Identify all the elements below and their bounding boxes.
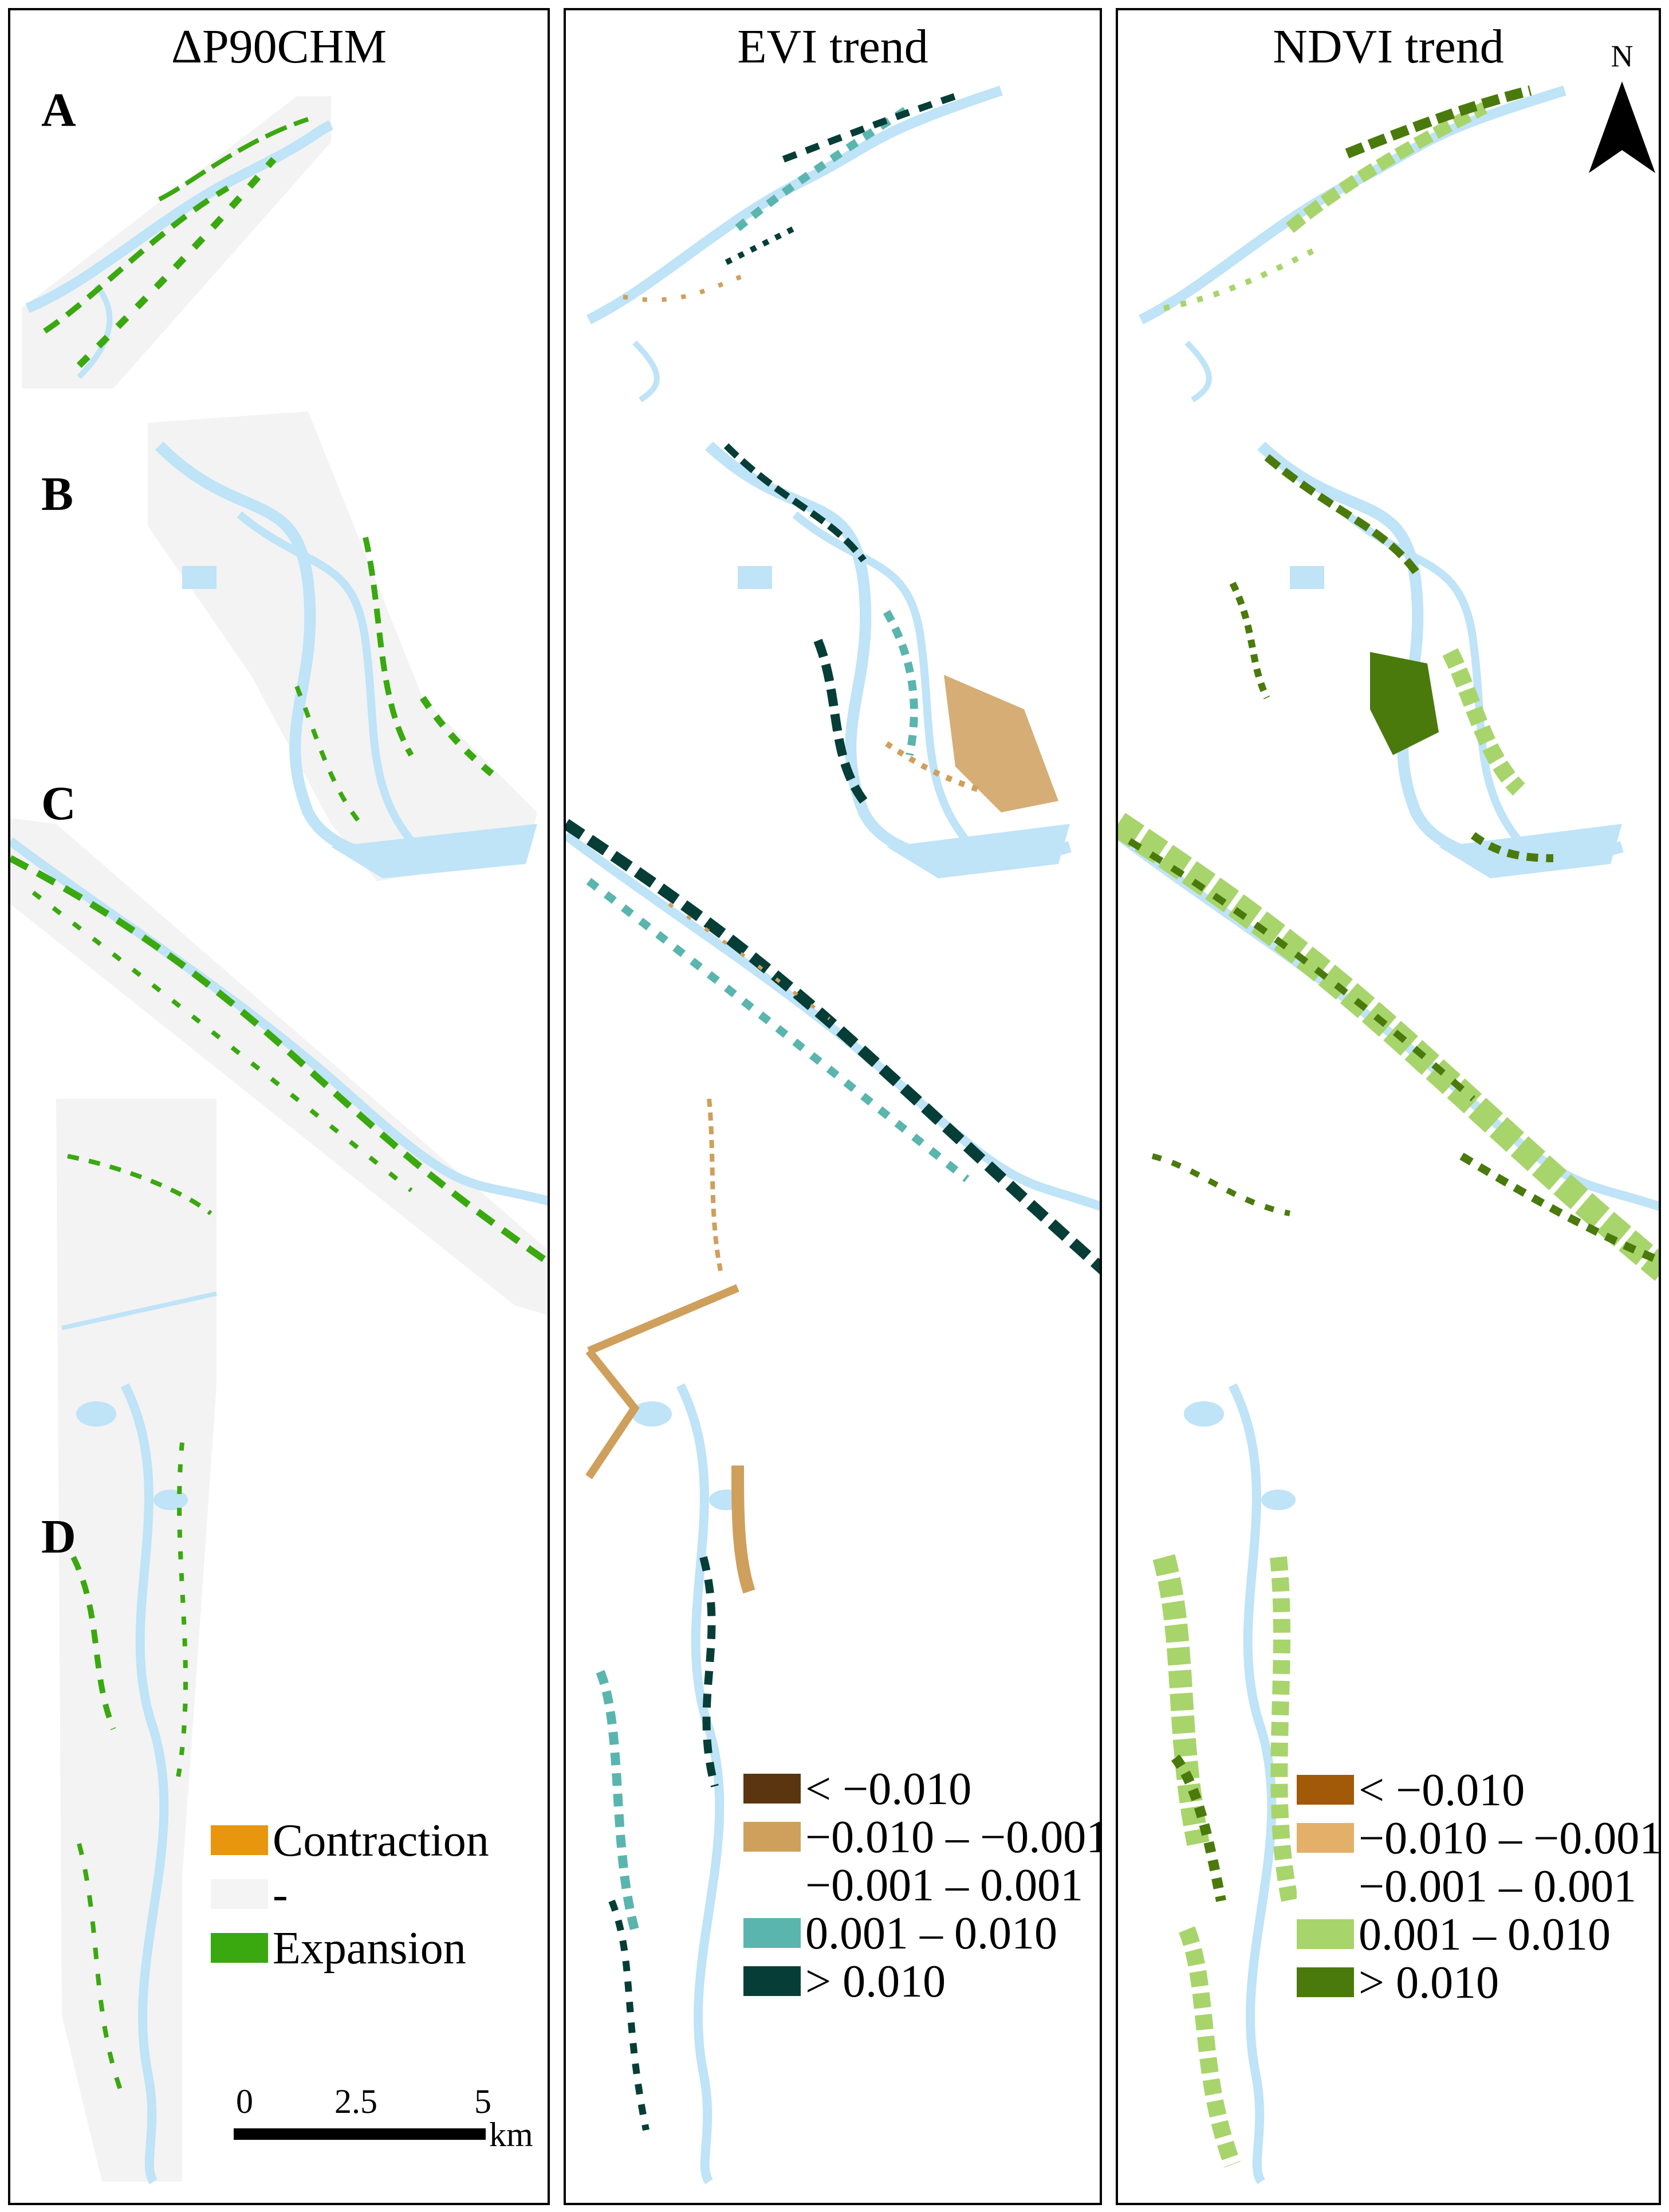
panel-evi: EVI trend [564,8,1102,2205]
region-a-map [586,85,1003,403]
legend-swatch [743,1870,801,1900]
panel-chm: ΔP90CHM [8,8,550,2205]
region-b-map [148,411,537,881]
row-label-c: C [41,777,76,830]
north-arrow: N [1588,39,1656,188]
legend-label: > 0.010 [1359,1958,1499,2008]
legend-swatch [1297,1775,1354,1805]
row-label-d: D [41,1510,76,1563]
north-arrow-icon [1589,81,1655,173]
legend-evi: < −0.010 −0.010 – −0.001 −0.001 – 0.001 … [743,1764,1102,2010]
legend-swatch [1297,1919,1354,1949]
north-label: N [1611,39,1633,73]
region-c-map [566,819,1100,1275]
region-d-map [56,1099,217,2185]
region-c-map [1118,812,1659,1281]
legend-label: −0.001 – 0.001 [805,1860,1084,1911]
legend-swatch [211,1825,268,1855]
panel-title: NDVI trend [1273,20,1504,73]
legend-chm: Contraction - Expansion [211,1816,543,1974]
legend-swatch [211,1933,268,1963]
legend-label: - [273,1869,288,1920]
region-b-map [1229,441,1624,878]
region-c-map [10,818,548,1315]
legend-swatch [211,1879,268,1909]
row-label-b: B [41,467,74,521]
panel-ndvi: NDVI trend [1116,8,1661,2205]
region-b-map [705,441,1072,878]
legend-swatch [743,1822,801,1852]
legend-label: < −0.010 [805,1764,972,1814]
map-evi [566,85,1100,2185]
legend-label: −0.010 – −0.001 [805,1812,1102,1863]
legend-label: Contraction [273,1816,489,1866]
scale-tick-end: 5 [474,2083,491,2120]
legend-label: 0.001 – 0.010 [805,1908,1057,1959]
row-label-a: A [41,84,76,137]
legend-label: Expansion [273,1923,466,1974]
region-a-map [22,96,334,388]
legend-label: −0.010 – −0.001 [1359,1813,1661,1864]
legend-swatch [743,1774,801,1804]
legend-label: 0.001 – 0.010 [1359,1910,1611,1960]
map-chm [10,96,548,2185]
legend-ndvi: < −0.010 −0.010 – −0.001 −0.001 – 0.001 … [1297,1765,1661,2011]
legend-swatch [1297,1871,1354,1901]
scale-tick-mid: 2.5 [334,2083,377,2120]
legend-label: > 0.010 [805,1956,946,2007]
panel-title: EVI trend [737,20,928,73]
scale-tick-0: 0 [236,2083,253,2120]
legend-label: < −0.010 [1359,1765,1525,1816]
scale-bar: 0 2.5 5 km [222,2081,543,2185]
scale-unit: km [489,2116,533,2154]
region-d-map [1151,1153,1298,2185]
region-a-map [1138,85,1566,403]
panel-title: ΔP90CHM [171,20,387,73]
scale-bar-line [234,2128,486,2140]
legend-swatch [743,1918,801,1948]
legend-label: −0.001 – 0.001 [1359,1861,1637,1912]
legend-swatch [1297,1967,1354,1997]
region-d-map [585,1098,755,2185]
map-ndvi [1118,85,1659,2185]
legend-swatch [743,1966,801,1996]
legend-swatch [1297,1823,1354,1853]
